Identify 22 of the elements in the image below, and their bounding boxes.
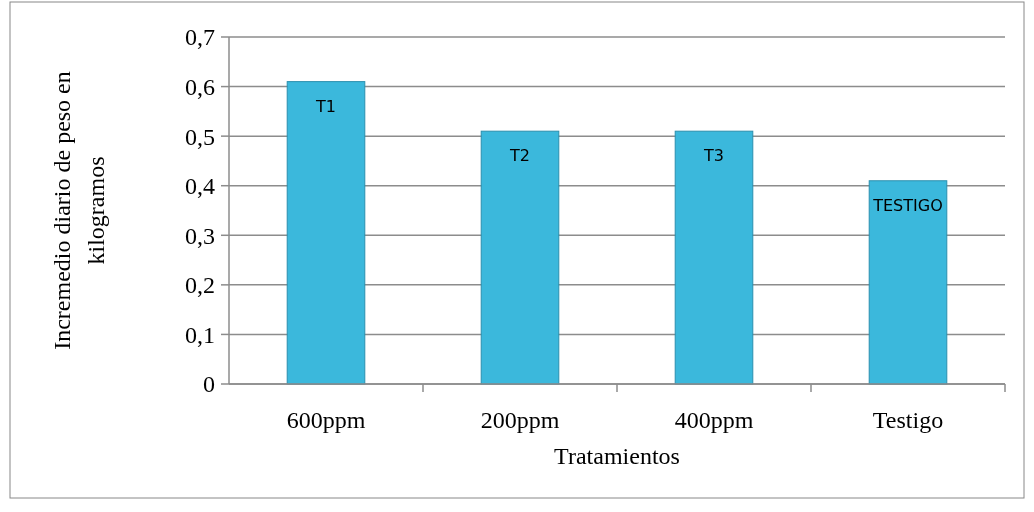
y-tick-label: 0	[203, 371, 215, 398]
x-axis-title: Tratamientos	[554, 443, 680, 469]
y-tick-label: 0,6	[185, 73, 215, 100]
y-tick-label: 0,2	[185, 272, 215, 299]
bar	[674, 130, 754, 385]
y-axis-title: Incremedio diario de peso en kilogramos	[49, 71, 109, 350]
annotation: T1	[315, 96, 336, 116]
annotation: T2	[509, 146, 530, 166]
x-tick-label: 600ppm	[286, 407, 366, 433]
y-tick-label: 0,3	[185, 222, 215, 249]
y-tick-label: 0,5	[185, 123, 215, 150]
x-tick-label: Testigo	[872, 407, 944, 433]
bar	[868, 180, 948, 385]
y-tick-label: 0,1	[185, 321, 215, 348]
x-tick-label: 200ppm	[480, 407, 560, 433]
bar	[286, 81, 366, 385]
annotation: TESTIGO	[872, 195, 943, 215]
y-tick-label: 0,7	[185, 24, 215, 51]
x-tick-label: 400ppm	[674, 407, 754, 433]
annotation: T3	[703, 146, 724, 166]
bar	[480, 130, 560, 385]
y-tick-label: 0,4	[185, 173, 215, 200]
